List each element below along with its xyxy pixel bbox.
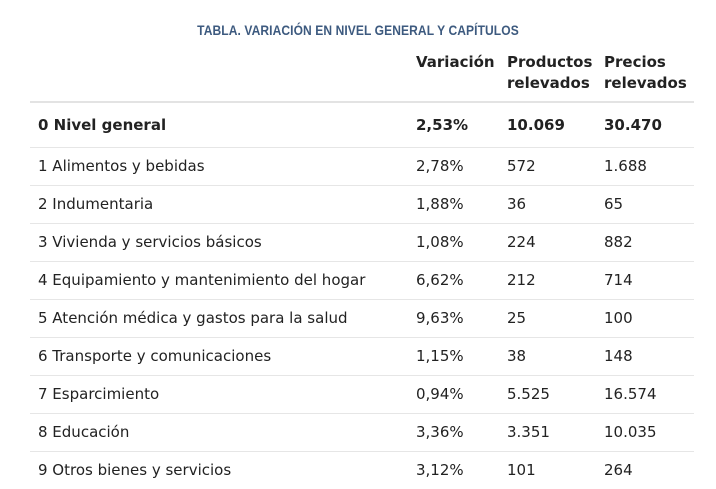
row-variacion: 3,12%: [416, 461, 464, 479]
row-productos: 36: [507, 195, 527, 213]
row-label: 1 Alimentos y bebidas: [38, 157, 205, 175]
table-row: 7 Esparcimiento 0,94% 5.525 16.574: [30, 376, 694, 414]
column-header-precios: Precios relevados: [604, 53, 687, 92]
row-productos: 101: [507, 461, 536, 479]
row-productos: 3.351: [507, 423, 550, 441]
row-productos: 5.525: [507, 385, 550, 403]
row-precios: 65: [604, 195, 624, 213]
row-label: 7 Esparcimiento: [38, 385, 160, 403]
row-label: 3 Vivienda y servicios básicos: [38, 233, 262, 251]
row-precios: 10.035: [604, 423, 657, 441]
row-productos: 38: [507, 347, 527, 365]
row-label: 2 Indumentaria: [38, 195, 154, 213]
row-variacion: 9,63%: [416, 309, 464, 327]
row-variacion: 1,88%: [416, 195, 464, 213]
row-productos: 212: [507, 271, 536, 289]
row-productos: 572: [507, 157, 536, 175]
row-productos: 10.069: [507, 116, 565, 134]
table-row-nivel-general: 0 Nivel general 2,53% 10.069 30.470: [30, 103, 694, 148]
row-precios: 30.470: [604, 116, 662, 134]
column-header-productos: Productos relevados: [507, 53, 593, 92]
table-row: 4 Equipamiento y mantenimiento del hogar…: [30, 262, 694, 300]
row-variacion: 6,62%: [416, 271, 464, 289]
row-productos: 224: [507, 233, 536, 251]
row-label: 6 Transporte y comunicaciones: [38, 347, 272, 365]
row-variacion: 1,08%: [416, 233, 464, 251]
table-row: 9 Otros bienes y servicios 3,12% 101 264: [30, 452, 694, 489]
table-row: 6 Transporte y comunicaciones 1,15% 38 1…: [30, 338, 694, 376]
column-header-variacion: Variación: [416, 53, 495, 71]
row-precios: 1.688: [604, 157, 647, 175]
table-row: 3 Vivienda y servicios básicos 1,08% 224…: [30, 224, 694, 262]
row-precios: 148: [604, 347, 633, 365]
row-label: 9 Otros bienes y servicios: [38, 461, 232, 479]
row-precios: 16.574: [604, 385, 657, 403]
table-row: 5 Atención médica y gastos para la salud…: [30, 300, 694, 338]
table-row: 1 Alimentos y bebidas 2,78% 572 1.688: [30, 148, 694, 186]
row-precios: 882: [604, 233, 633, 251]
row-variacion: 3,36%: [416, 423, 464, 441]
row-label: 8 Educación: [38, 423, 130, 441]
row-precios: 714: [604, 271, 633, 289]
row-precios: 264: [604, 461, 633, 479]
data-table: Variación Productos relevados Precios re…: [30, 50, 694, 489]
row-variacion: 2,78%: [416, 157, 464, 175]
row-variacion: 1,15%: [416, 347, 464, 365]
row-label: 0 Nivel general: [38, 116, 167, 134]
row-variacion: 2,53%: [416, 116, 469, 134]
row-productos: 25: [507, 309, 527, 327]
table-title: TABLA. VARIACIÓN EN NIVEL GENERAL Y CAPÍ…: [197, 22, 519, 38]
row-variacion: 0,94%: [416, 385, 464, 403]
table-header: Variación Productos relevados Precios re…: [30, 50, 694, 103]
row-label: 5 Atención médica y gastos para la salud: [38, 309, 348, 327]
row-label: 4 Equipamiento y mantenimiento del hogar: [38, 271, 366, 289]
table-row: 8 Educación 3,36% 3.351 10.035: [30, 414, 694, 452]
table-row: 2 Indumentaria 1,88% 36 65: [30, 186, 694, 224]
row-precios: 100: [604, 309, 633, 327]
